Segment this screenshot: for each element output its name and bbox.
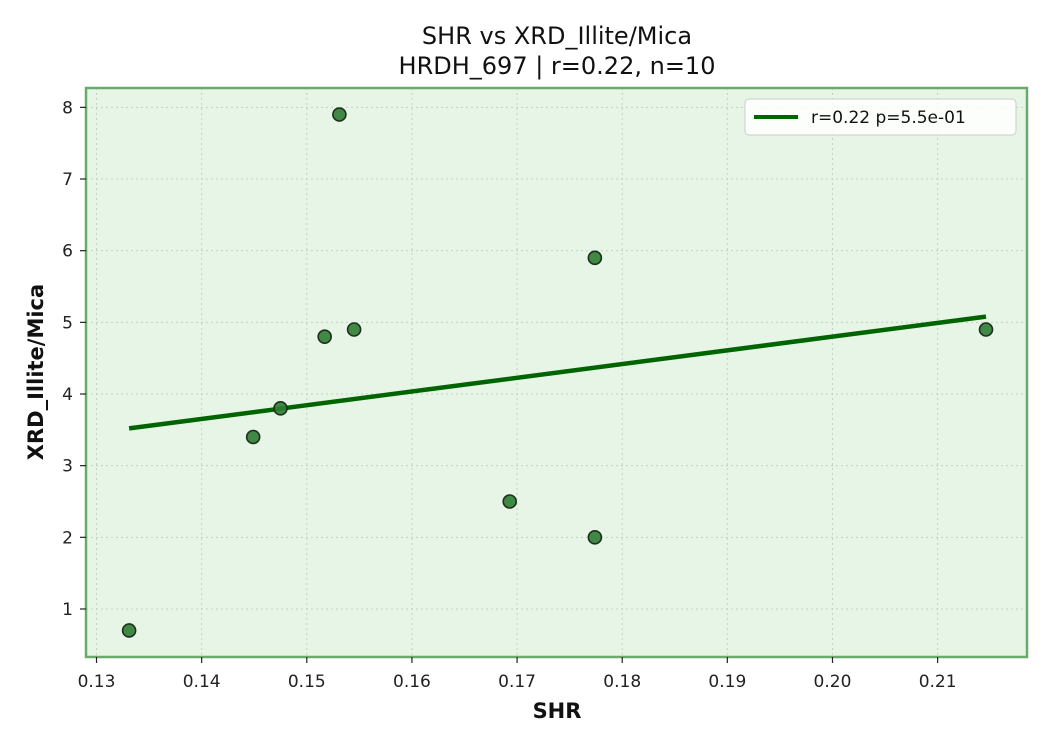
x-tick-label: 0.16 [393, 672, 431, 692]
data-point [273, 401, 288, 416]
y-tick-label: 7 [62, 170, 73, 190]
legend-box [744, 98, 1017, 136]
x-tick-label: 0.19 [708, 672, 746, 692]
fit-line-group [128, 314, 987, 431]
data-point [587, 530, 603, 545]
x-tick-label: 0.18 [603, 672, 641, 692]
y-tick-label: 1 [62, 600, 73, 620]
y-tick-label: 3 [62, 457, 73, 477]
data-point [317, 329, 332, 344]
data-point [332, 107, 347, 122]
x-tick-label: 0.14 [183, 672, 221, 692]
legend: r=0.22 p=5.5e-01 [744, 98, 1017, 136]
y-tick-label: 6 [62, 242, 73, 262]
y-axis-label: XRD_Illite/Mica [24, 284, 48, 460]
x-tick-label: 0.20 [814, 672, 852, 692]
y-tick-label: 5 [62, 313, 73, 333]
y-tick-label: 8 [62, 98, 73, 118]
x-tick-label: 0.17 [498, 672, 536, 692]
data-point [502, 494, 518, 509]
x-axis: 0.13 0.14 0.15 0.16 0.17 0.18 0.19 0.20 0.21 [78, 657, 957, 692]
y-axis: 1 2 3 4 5 6 7 8 [62, 98, 86, 620]
x-tick-label: 0.13 [78, 672, 116, 692]
data-point [587, 250, 603, 266]
regression-line [128, 314, 987, 431]
data-point [121, 623, 137, 638]
y-tick-label: 4 [62, 385, 73, 405]
y-tick-label: 2 [62, 528, 73, 548]
x-axis-label: SHR [533, 699, 582, 723]
data-point [978, 322, 994, 337]
chart-title: SHR vs XRD_Illite/Mica [422, 22, 692, 50]
legend-label: r=0.22 p=5.5e-01 [811, 108, 966, 128]
chart-subtitle: HRDH_697 | r=0.22, n=10 [399, 52, 716, 80]
data-point [346, 322, 362, 337]
x-tick-label: 0.15 [288, 672, 326, 692]
x-tick-label: 0.21 [919, 672, 957, 692]
data-points [121, 107, 994, 638]
data-point [245, 429, 261, 445]
plot-frame [84, 86, 1029, 659]
grid [86, 88, 1027, 657]
